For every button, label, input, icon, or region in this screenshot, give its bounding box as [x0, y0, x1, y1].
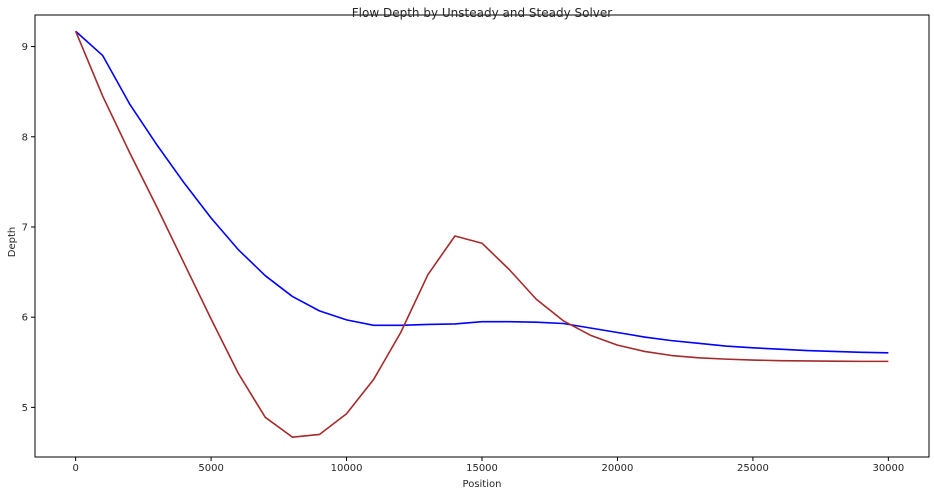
x-tick-label: 0 — [72, 463, 78, 474]
x-tick-label: 15000 — [466, 463, 498, 474]
series-lines — [74, 30, 889, 438]
y-tick-label: 8 — [22, 132, 28, 143]
series-line-1 — [75, 30, 889, 354]
y-tick-label: 6 — [22, 313, 28, 324]
x-tick-label: 30000 — [872, 463, 904, 474]
plot-area — [34, 14, 930, 458]
x-tick-label: 20000 — [602, 463, 634, 474]
x-tick-label: 5000 — [198, 463, 223, 474]
axis-ticks: 0 5000 10000 15000 20000 25000 30000 5 6 7 8 9 — [22, 42, 905, 474]
x-axis-label: Position — [463, 479, 502, 490]
y-tick-label: 9 — [22, 42, 28, 53]
y-tick-label: 7 — [22, 222, 28, 233]
x-tick-label: 25000 — [737, 463, 769, 474]
y-tick-label: 5 — [22, 403, 28, 414]
x-tick-label: 10000 — [331, 463, 363, 474]
series-line-2 — [74, 30, 889, 438]
chart-title: Flow Depth by Unsteady and Steady Solver — [352, 6, 612, 20]
y-axis-label: Depth — [7, 227, 18, 257]
